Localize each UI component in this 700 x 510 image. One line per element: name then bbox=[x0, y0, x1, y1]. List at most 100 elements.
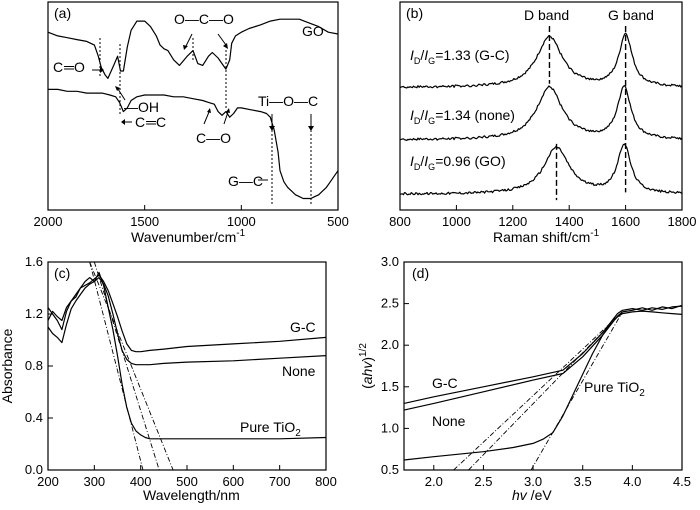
panel-b-x-ticks: 800 1000 1200 1400 1600 1800 bbox=[389, 205, 696, 229]
tangent-line-c-1 bbox=[93, 261, 160, 471]
panel-d-tauc: (d) 2.0 2.5 3.0 3.5 4.0 4.5 0.5 1.0 1.5 2.0 2.5 3.0… bbox=[358, 254, 691, 503]
tangent-line-c-0 bbox=[89, 261, 174, 471]
panel-b-frame bbox=[399, 1, 683, 211]
panel-c-x-tick-label: 500 bbox=[176, 474, 198, 489]
annotation-oh: —OH bbox=[124, 99, 159, 115]
annotation-go: GO bbox=[302, 23, 324, 39]
arrow-oco-left bbox=[183, 33, 193, 50]
label-gc-c: G-C bbox=[290, 319, 316, 335]
arrow-tioc-right bbox=[308, 114, 314, 131]
arrow-co-right bbox=[223, 108, 230, 125]
panel-b-x-tick-label: 1800 bbox=[668, 214, 697, 229]
panel-a-x-tick-label: 1000 bbox=[227, 214, 256, 229]
panel-b-x-tick-label: 1400 bbox=[555, 214, 584, 229]
panel-d-y-label: (ahv)1/2 bbox=[358, 343, 375, 389]
arrow-cc bbox=[121, 119, 132, 125]
annotation-c-c-double: C═C bbox=[135, 114, 166, 130]
panel-c-y-label: Absorbance bbox=[0, 328, 15, 403]
panel-b-x-tick-label: 1200 bbox=[498, 214, 527, 229]
panel-d-x-tick-label: 4.0 bbox=[623, 474, 641, 489]
panel-a-ftir: (a) 2000 1500 1000 500 Wavenumber/cm-1 GO C… bbox=[34, 1, 349, 245]
panel-d-y-tick-label: 3.0 bbox=[381, 254, 399, 269]
annotation-c-o: C—O bbox=[196, 130, 231, 146]
tangent-line-d-0 bbox=[453, 311, 623, 471]
panel-a-curves bbox=[47, 18, 339, 200]
panel-c-x-tick-label: 700 bbox=[269, 474, 291, 489]
arrow-oco-right bbox=[217, 33, 228, 49]
panel-a-x-tick-label: 2000 bbox=[34, 214, 63, 229]
panel-b-x-tick-label: 1000 bbox=[442, 214, 471, 229]
g-band-label: G band bbox=[608, 7, 654, 23]
panel-c-ticks: 200 300 400 500 600 700 800 0.0 0.4 0.8 1.2 1.6 bbox=[25, 254, 337, 489]
panel-b-x-label: Raman shift/cm-1 bbox=[493, 228, 600, 245]
series-g-c-raman bbox=[399, 32, 683, 89]
series-g-c-absorbance bbox=[47, 274, 327, 353]
series-none-raman bbox=[399, 85, 683, 141]
panel-d-y-tick-label: 1.5 bbox=[381, 379, 399, 394]
panel-a-x-label: Wavenumber/cm-1 bbox=[131, 228, 246, 245]
panel-c-x-label: Wavelength/nm bbox=[143, 487, 240, 503]
panel-c-y-tick-label: 1.2 bbox=[25, 306, 43, 321]
panel-b-x-tick-label: 800 bbox=[389, 214, 411, 229]
panel-b-raman: (b) 800 1000 1200 1400 1600 1800 Raman shift/… bbox=[389, 1, 696, 245]
panel-a-x-tick-label: 500 bbox=[327, 214, 349, 229]
ratio-label-go: ID/IG=0.96 (GO) bbox=[410, 153, 506, 172]
tangent-line-d-1 bbox=[468, 311, 623, 471]
panel-c-x-tick-label: 800 bbox=[315, 474, 337, 489]
series-go-ftir bbox=[47, 18, 339, 79]
panel-d-frame bbox=[403, 261, 683, 471]
panel-c-x-tick-label: 300 bbox=[83, 474, 105, 489]
svg-text:ID/IG=1.34 (none): ID/IG=1.34 (none) bbox=[410, 107, 515, 126]
annotation-g-c: G—C bbox=[228, 173, 263, 189]
panel-c-y-tick-label: 0.0 bbox=[25, 462, 43, 477]
panel-d-curves bbox=[403, 304, 683, 471]
panel-c-x-tick-label: 200 bbox=[37, 474, 59, 489]
series-none-absorbance bbox=[47, 277, 327, 366]
annotation-o-c-o: O—C—O bbox=[174, 11, 234, 27]
panel-d-x-tick-label: 2.0 bbox=[425, 474, 443, 489]
panel-d-y-tick-label: 0.5 bbox=[381, 462, 399, 477]
ratio-label-none: ID/IG=1.34 (none) bbox=[410, 107, 515, 126]
panel-a-frame bbox=[47, 1, 339, 211]
d-band-label: D band bbox=[524, 7, 569, 23]
panel-b-label: (b) bbox=[406, 5, 423, 21]
label-none-d: None bbox=[432, 413, 466, 429]
svg-text:ID/IG=1.33 (G-C): ID/IG=1.33 (G-C) bbox=[410, 47, 510, 66]
panel-b-band-markers bbox=[548, 26, 627, 201]
tangent-line-d-2 bbox=[530, 311, 623, 471]
panel-b-x-tick-label: 1600 bbox=[611, 214, 640, 229]
annotation-ti-o-c: Ti—O—C bbox=[258, 93, 318, 109]
tangent-line-c-2 bbox=[89, 261, 144, 471]
panel-a-x-ticks: 2000 1500 1000 500 bbox=[34, 205, 349, 229]
panel-c-uvvis: (c) 200 300 400 500 600 700 800 0.0 0.4 0.8 1.2 1.6… bbox=[0, 254, 337, 503]
panel-c-x-tick-label: 400 bbox=[130, 474, 152, 489]
panel-d-ticks: 2.0 2.5 3.0 3.5 4.0 4.5 0.5 1.0 1.5 2.0 2.5 3.0 bbox=[381, 254, 691, 489]
panel-d-y-tick-label: 2.5 bbox=[381, 296, 399, 311]
panel-c-x-tick-label: 600 bbox=[222, 474, 244, 489]
svg-text:ID/IG=0.96 (GO): ID/IG=0.96 (GO) bbox=[410, 153, 506, 172]
panel-b-curves bbox=[399, 32, 683, 196]
series-go-raman bbox=[399, 143, 683, 196]
arrow-oh bbox=[115, 86, 126, 101]
ratio-label-gc: ID/IG=1.33 (G-C) bbox=[410, 47, 510, 66]
panel-d-x-tick-label: 2.5 bbox=[474, 474, 492, 489]
panel-d-label: (d) bbox=[412, 265, 429, 281]
arrow-co-left bbox=[203, 108, 211, 125]
series-g-c-ftir bbox=[48, 88, 339, 200]
panel-a-label: (a) bbox=[54, 5, 71, 21]
panel-d-y-tick-label: 2.0 bbox=[381, 337, 399, 352]
arrow-co bbox=[92, 67, 104, 73]
panel-c-y-tick-label: 0.4 bbox=[25, 410, 43, 425]
panel-d-x-tick-label: 3.5 bbox=[574, 474, 592, 489]
arrow-tioc-left bbox=[269, 114, 275, 131]
label-gc-d: G-C bbox=[432, 375, 458, 391]
series-g-c-tauc bbox=[403, 305, 683, 404]
series-pure-tio2-tauc bbox=[403, 310, 683, 461]
series-pure-tio2-absorbance bbox=[47, 271, 327, 440]
annotation-c-o-double: C═O bbox=[53, 59, 85, 75]
panel-d-x-tick-label: 4.5 bbox=[673, 474, 691, 489]
panel-c-curves bbox=[47, 261, 327, 471]
panel-d-y-tick-label: 1.0 bbox=[381, 420, 399, 435]
panel-c-y-tick-label: 0.8 bbox=[25, 358, 43, 373]
